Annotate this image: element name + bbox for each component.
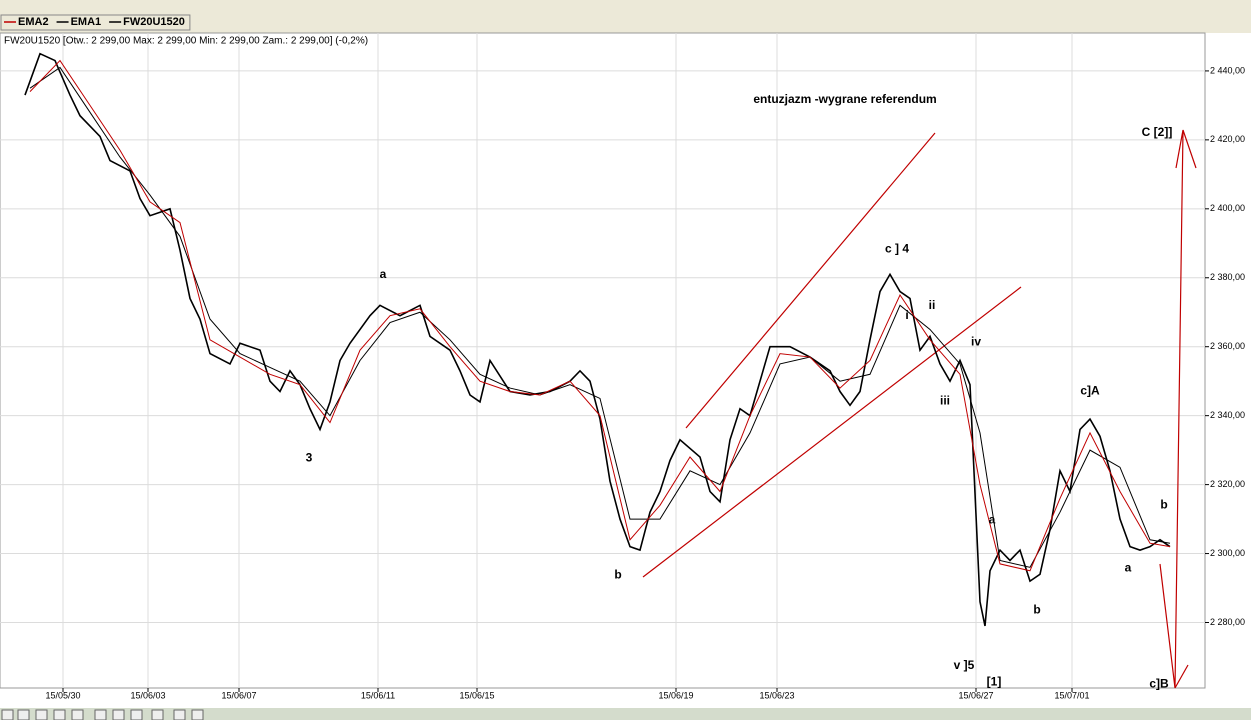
x-tick-label: 15/06/07 — [221, 690, 256, 700]
tool-button[interactable] — [35, 709, 48, 720]
y-tick-label: 2 420,00 — [1210, 134, 1245, 144]
x-tick-label: 15/06/19 — [658, 690, 693, 700]
x-tick-label: 15/06/15 — [459, 690, 494, 700]
trend-line — [1174, 664, 1189, 689]
trend-lines — [642, 129, 1197, 689]
annotation: i — [905, 308, 908, 322]
y-tick-label: 2 440,00 — [1210, 65, 1245, 75]
annotation: a — [380, 267, 387, 281]
tool-button[interactable] — [130, 709, 143, 720]
series-line — [24, 52, 1171, 627]
legend-box — [0, 14, 191, 31]
grid — [0, 33, 1205, 688]
tool-button[interactable] — [17, 709, 30, 720]
tool-button[interactable] — [53, 709, 66, 720]
annotation: C [2]] — [1142, 125, 1173, 139]
annotation: iv — [971, 334, 981, 348]
y-tick-label: 2 320,00 — [1210, 479, 1245, 489]
info-line: FW20U1520 [Otw.: 2 299,00 Max: 2 299,00 … — [4, 36, 368, 47]
annotation: a — [989, 513, 996, 527]
y-tick-label: 2 340,00 — [1210, 410, 1245, 420]
x-tick-label: 15/06/27 — [958, 690, 993, 700]
toolbar — [0, 708, 1251, 720]
x-tick-label: 15/06/23 — [759, 690, 794, 700]
trend-line — [1159, 129, 1184, 689]
y-tick-label: 2 300,00 — [1210, 548, 1245, 558]
y-tick-label: 2 280,00 — [1210, 617, 1245, 627]
header-bar — [0, 0, 1251, 33]
legend-label: EMA2 — [18, 16, 49, 28]
annotation: b — [1160, 497, 1167, 511]
series-line — [29, 59, 1171, 572]
trend-line — [1182, 129, 1197, 169]
trend-line — [685, 132, 936, 429]
y-tick-label: 2 360,00 — [1210, 341, 1245, 351]
annotation: [1] — [987, 675, 1002, 689]
series-line — [29, 66, 1171, 568]
x-tick-label: 15/07/01 — [1054, 690, 1089, 700]
x-tick-label: 15/05/30 — [45, 690, 80, 700]
x-tick-label: 15/06/11 — [361, 690, 395, 700]
tool-button[interactable] — [71, 709, 84, 720]
annotation: c]A — [1080, 384, 1100, 398]
annotation: c]B — [1149, 677, 1169, 691]
annotation: c ] 4 — [885, 241, 909, 255]
annotation: b — [1033, 603, 1040, 617]
trend-line — [642, 286, 1022, 578]
annotation: ii — [929, 298, 936, 312]
legend-label: EMA1 — [71, 16, 102, 28]
annotation: b — [614, 567, 621, 581]
annotation: v ]5 — [954, 658, 975, 672]
tool-button[interactable] — [1, 709, 14, 720]
plot-area — [0, 32, 1206, 689]
tool-button[interactable] — [173, 709, 186, 720]
tool-button[interactable] — [191, 709, 204, 720]
annotation: entuzjazm -wygrane referendum — [753, 92, 936, 106]
toolbar-buttons — [1, 709, 204, 720]
tool-button[interactable] — [94, 709, 107, 720]
legend-label: FW20U1520 — [123, 16, 185, 28]
tool-button[interactable] — [151, 709, 164, 720]
y-tick-label: 2 400,00 — [1210, 203, 1245, 213]
annotation: iii — [940, 393, 950, 407]
annotation: 3 — [306, 451, 313, 465]
y-tick-label: 2 380,00 — [1210, 272, 1245, 282]
annotation: a — [1125, 561, 1132, 575]
x-tick-label: 15/06/03 — [130, 690, 165, 700]
tool-button[interactable] — [112, 709, 125, 720]
